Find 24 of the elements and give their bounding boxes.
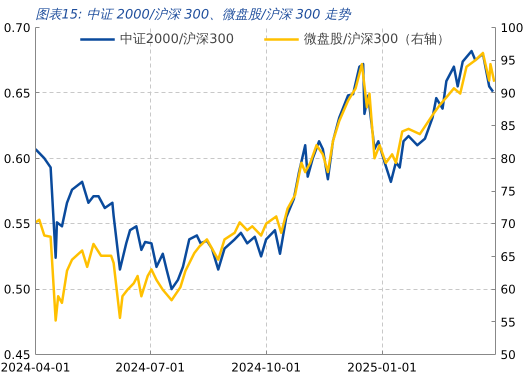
y2-tick-label: 95 xyxy=(500,54,516,68)
y2-tick-label: 85 xyxy=(500,119,516,134)
y2-tick-label: 50 xyxy=(500,348,516,362)
y2-tick-label: 80 xyxy=(500,152,516,166)
legend-label: 微盘股/沪深300（右轴） xyxy=(304,31,450,48)
y2-tick-label: 90 xyxy=(500,86,516,100)
y-tick-label: 0.55 xyxy=(4,217,30,232)
chart-title: 图表15: 中证 2000/沪深 300、微盘股/沪深 300 走势 xyxy=(36,6,352,22)
y-tick-label: 0.65 xyxy=(4,86,30,100)
y2-tick-label: 75 xyxy=(500,184,516,198)
x-tick-label: 2025-01-01 xyxy=(347,360,417,374)
y-tick-label: 0.60 xyxy=(4,152,30,166)
y2-tick-label: 70 xyxy=(500,217,516,232)
y-tick-label: 0.45 xyxy=(4,348,30,362)
x-tick-label: 2024-10-01 xyxy=(231,360,302,374)
x-tick-label: 2024-04-01 xyxy=(0,360,70,374)
y2-tick-label: 100 xyxy=(500,21,524,35)
y-tick-label: 0.70 xyxy=(4,21,30,35)
y2-tick-label: 55 xyxy=(500,315,516,330)
y2-tick-label: 65 xyxy=(500,250,516,264)
y-tick-label: 0.50 xyxy=(4,282,30,297)
legend-label: 中证2000/沪深300 xyxy=(120,31,234,48)
x-tick-label: 2024-07-01 xyxy=(115,360,186,374)
y2-tick-label: 60 xyxy=(500,282,516,297)
